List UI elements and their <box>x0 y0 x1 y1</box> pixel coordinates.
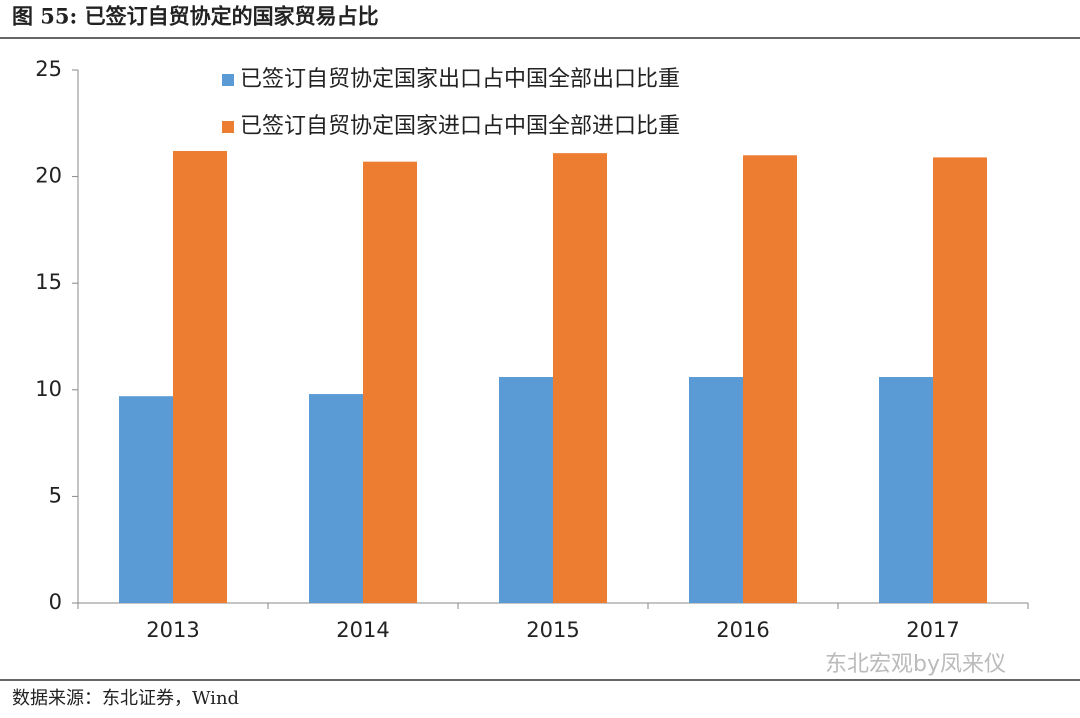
x-tick-label: 2017 <box>906 618 959 642</box>
legend-label: 已签订自贸协定国家进口占中国全部进口比重 <box>240 114 680 139</box>
legend-swatch <box>222 121 234 133</box>
bar <box>743 155 797 603</box>
x-tick-label: 2014 <box>336 618 389 642</box>
bar <box>933 157 987 604</box>
bar <box>689 377 743 603</box>
bar <box>119 396 173 603</box>
bar <box>363 161 417 603</box>
chart-title: 图 55: 已签订自贸协定的国家贸易占比 <box>12 4 379 29</box>
y-tick-label: 0 <box>49 590 62 614</box>
y-tick-label: 20 <box>35 164 62 188</box>
y-tick-label: 15 <box>35 270 62 294</box>
y-tick-label: 10 <box>35 377 62 401</box>
y-tick-label: 25 <box>35 57 62 81</box>
watermark: 东北宏观by凤来仪 <box>825 652 1006 677</box>
x-tick-label: 2016 <box>716 618 769 642</box>
bar <box>173 151 227 604</box>
x-tick-label: 2015 <box>526 618 579 642</box>
source-note: 数据来源：东北证券，Wind <box>12 688 239 709</box>
legend-swatch <box>222 74 234 86</box>
legend-label: 已签订自贸协定国家出口占中国全部出口比重 <box>240 67 680 92</box>
bar <box>309 394 363 603</box>
bar <box>553 153 607 603</box>
x-tick-label: 2013 <box>146 618 199 642</box>
bar <box>499 377 553 603</box>
y-tick-label: 5 <box>49 483 62 507</box>
bar <box>879 377 933 603</box>
